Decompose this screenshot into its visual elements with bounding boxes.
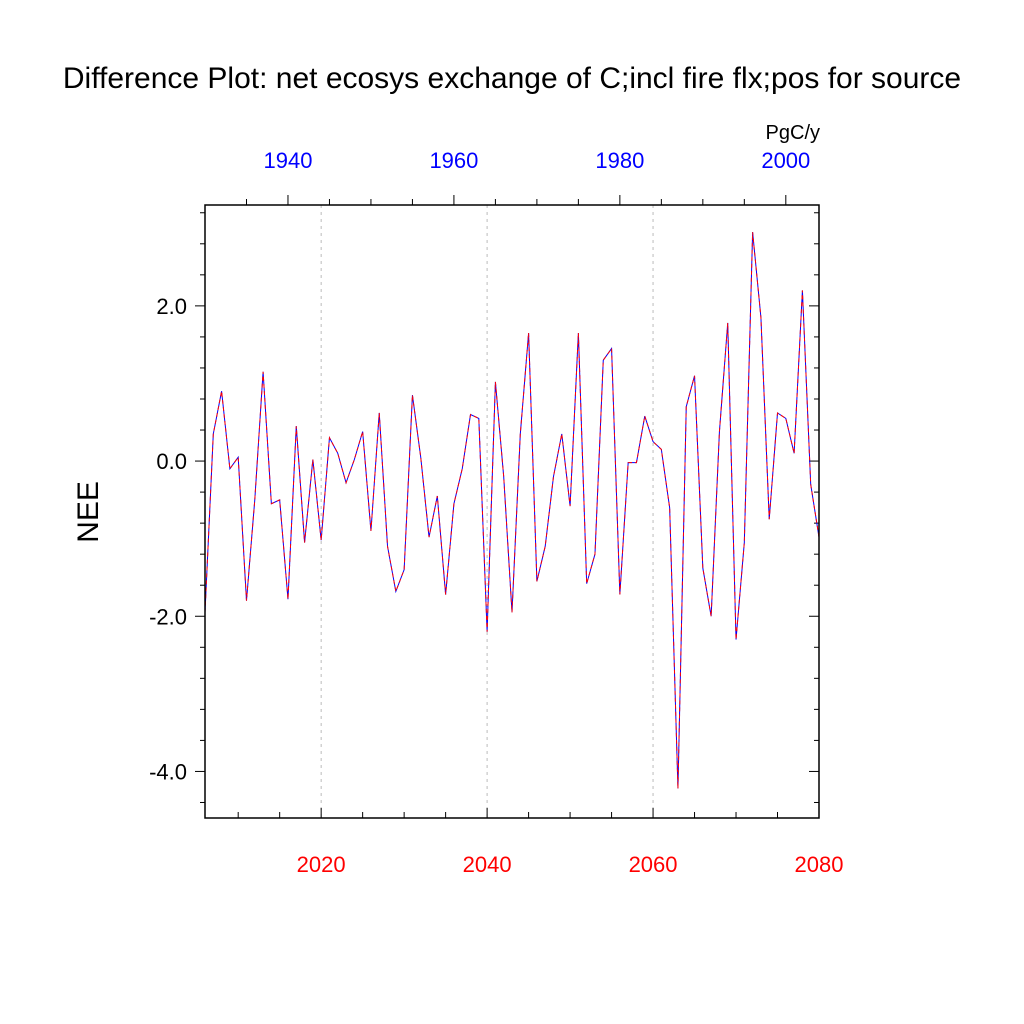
x-bottom-tick-label: 2080	[795, 852, 844, 877]
grid-lines	[320, 205, 654, 818]
chart-title: Difference Plot: net ecosys exchange of …	[63, 62, 961, 95]
x-top-tick-label: 1980	[595, 148, 644, 173]
y-tick-label: 0.0	[156, 449, 187, 474]
x-top-tick-label: 2000	[761, 148, 810, 173]
x-top-tick-label: 1940	[263, 148, 312, 173]
nee-series-line-dashed	[204, 232, 820, 789]
nee-series-line	[204, 232, 820, 789]
plot-frame	[204, 204, 820, 819]
axis-ticks	[195, 195, 820, 818]
y-tick-label: -2.0	[149, 604, 187, 629]
tick-labels: 2.0 0.0 -2.0 -4.0 2020 2040 2060 2080 1940 1960 19…	[149, 148, 843, 877]
series	[204, 232, 820, 789]
x-bottom-tick-label: 2060	[629, 852, 678, 877]
x-bottom-tick-label: 2020	[297, 852, 346, 877]
x-top-tick-label: 1960	[429, 148, 478, 173]
y-tick-label: 2.0	[156, 294, 187, 319]
y-units-label: PgC/y	[766, 122, 820, 144]
y-axis-label: NEE	[72, 481, 105, 543]
x-bottom-tick-label: 2040	[463, 852, 512, 877]
y-tick-label: -4.0	[149, 759, 187, 784]
